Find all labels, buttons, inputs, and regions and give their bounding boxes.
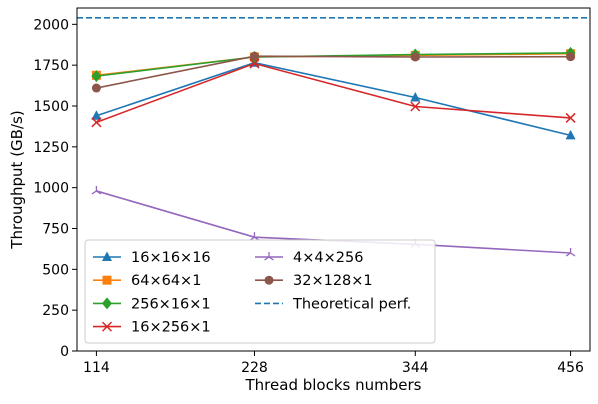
legend-label-0: 16×16×16 (131, 250, 211, 266)
data-point-5-0 (91, 83, 101, 93)
data-point-5-2 (410, 52, 420, 62)
x-tick-label-0: 114 (83, 360, 110, 376)
series-0 (91, 57, 576, 140)
data-point-4-3 (565, 248, 576, 257)
plot-area (77, 16, 590, 257)
data-point-0-2 (410, 92, 421, 102)
y-tick-label-1: 250 (42, 303, 69, 319)
x-tick-label-2: 344 (402, 360, 429, 376)
legend-label-3: 16×256×1 (131, 320, 211, 336)
y-tick-label-7: 1750 (33, 58, 69, 74)
legend-item-2: 256×16×1 (93, 296, 211, 312)
y-tick-label-2: 500 (42, 262, 69, 278)
x-tick-label-3: 456 (557, 360, 584, 376)
data-point-4-0 (91, 185, 102, 195)
x-tick-label-1: 228 (241, 360, 268, 376)
data-point-3-0 (91, 117, 102, 128)
legend-label-1: 64×64×1 (131, 273, 201, 289)
legend-item-1: 64×64×1 (93, 273, 201, 289)
legend-label-2: 256×16×1 (131, 296, 211, 312)
legend-label-6: Theoretical perf. (292, 296, 411, 312)
data-point-3-2 (410, 101, 421, 112)
series-line-5 (96, 55, 571, 89)
legend-marker-0 (102, 251, 112, 261)
y-tick-label-4: 1000 (33, 181, 69, 197)
legend-marker-2 (102, 297, 112, 310)
series-2 (91, 46, 576, 83)
data-point-3-3 (565, 112, 576, 123)
series-line-0 (96, 61, 571, 137)
series-5 (91, 51, 576, 93)
legend-item-6: Theoretical perf. (255, 296, 411, 312)
data-point-3-1 (249, 58, 260, 69)
legend-marker-1 (102, 275, 112, 285)
legend-box (84, 239, 436, 344)
legend-item-3: 16×256×1 (93, 320, 211, 336)
y-tick-label-8: 2000 (33, 17, 69, 33)
legend: 16×16×16 64×64×1 256×16×1 16×256×1 4×4×256 32… (84, 239, 436, 344)
data-point-2-0 (91, 70, 102, 83)
y-tick-label-0: 0 (60, 344, 69, 360)
legend-marker-4 (264, 252, 274, 261)
legend-item-4: 4×4×256 (255, 250, 363, 266)
y-tick-label-6: 1500 (33, 99, 69, 115)
y-tick-label-5: 1250 (33, 140, 69, 156)
legend-item-5: 32×128×1 (255, 273, 373, 289)
series-line-2 (96, 52, 571, 77)
series-3 (91, 58, 576, 128)
data-point-5-3 (566, 52, 576, 62)
legend-marker-5 (264, 275, 274, 285)
data-point-0-0 (91, 110, 102, 120)
legend-label-4: 4×4×256 (293, 250, 363, 266)
plot-frame (76, 7, 591, 352)
series-line-3 (96, 62, 571, 124)
y-tick-label-3: 750 (42, 222, 69, 238)
x-axis-label: Thread blocks numbers (245, 376, 422, 394)
legend-marker-3 (101, 321, 113, 332)
legend-label-5: 32×128×1 (293, 273, 373, 289)
data-point-5-1 (249, 51, 259, 61)
axes: 0 250 500 750 1000 1250 1500 1750 2000 114 228 344 4… (33, 17, 584, 376)
data-point-0-3 (565, 129, 576, 140)
legend-item-0: 16×16×16 (93, 250, 211, 266)
y-axis-label: Throughput (GB/s) (8, 110, 26, 249)
